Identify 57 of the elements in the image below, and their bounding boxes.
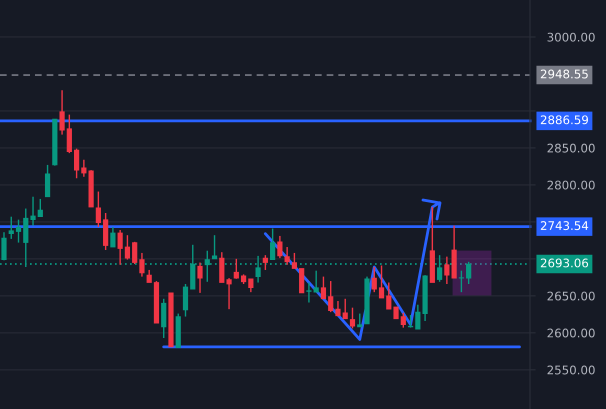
candlestick — [146, 269, 152, 284]
candlestick — [415, 304, 420, 330]
candlestick — [81, 159, 86, 178]
candlestick — [277, 235, 282, 259]
candlestick — [292, 252, 298, 270]
candlestick — [226, 277, 232, 310]
candlestick — [234, 258, 239, 280]
candlestick — [314, 270, 319, 293]
candlestick — [400, 312, 406, 328]
ref-line-label: 2693.06 — [540, 258, 588, 268]
candlestick — [328, 280, 334, 313]
y-tick-label: 2850.00 — [548, 144, 595, 153]
candlestick — [393, 306, 399, 320]
candlestick — [342, 298, 348, 320]
candlestick — [212, 234, 218, 260]
y-tick-label: 2550.00 — [548, 366, 595, 374]
candlestick — [320, 276, 326, 300]
candlestick — [8, 216, 14, 240]
candlestick — [357, 312, 362, 328]
candlestick — [386, 282, 392, 310]
candlestick — [96, 190, 101, 228]
candlestick — [1, 232, 7, 262]
y-tick-label: 2800.00 — [548, 180, 595, 190]
candlestick — [74, 148, 80, 179]
candlestick — [444, 256, 450, 285]
ref-line-label: 2886.59 — [540, 115, 588, 124]
ref-line-label: 2948.55 — [540, 70, 588, 78]
candlestick — [124, 234, 130, 260]
candlestick — [38, 198, 43, 218]
candlestick — [458, 270, 464, 293]
candlestick — [110, 226, 116, 248]
candlestick — [378, 264, 384, 299]
candlestick — [66, 114, 72, 154]
candlestick — [30, 196, 36, 226]
candlestick — [132, 241, 138, 265]
ref-line-label: 2743.54 — [540, 221, 588, 230]
candlestick — [44, 164, 50, 198]
candlestick — [350, 306, 356, 330]
y-tick-label: 2650.00 — [548, 292, 595, 300]
candlestick — [284, 246, 290, 266]
y-tick-label: 3000.00 — [548, 32, 595, 42]
candlestick — [335, 300, 341, 317]
candlestick — [306, 282, 312, 304]
candlestick — [270, 228, 276, 260]
candlestick — [408, 314, 414, 328]
candlestick — [372, 266, 377, 293]
candlestick — [161, 298, 166, 339]
y-tick-label: 2600.00 — [548, 328, 595, 338]
candlestick — [182, 283, 188, 318]
candlestick — [118, 229, 123, 266]
candlestick — [262, 254, 268, 271]
candlestick — [139, 252, 145, 278]
candlestick — [197, 262, 203, 294]
candlestick — [59, 90, 65, 136]
candlestick — [248, 278, 254, 293]
candlestick — [16, 218, 22, 244]
candlestick — [240, 274, 246, 285]
